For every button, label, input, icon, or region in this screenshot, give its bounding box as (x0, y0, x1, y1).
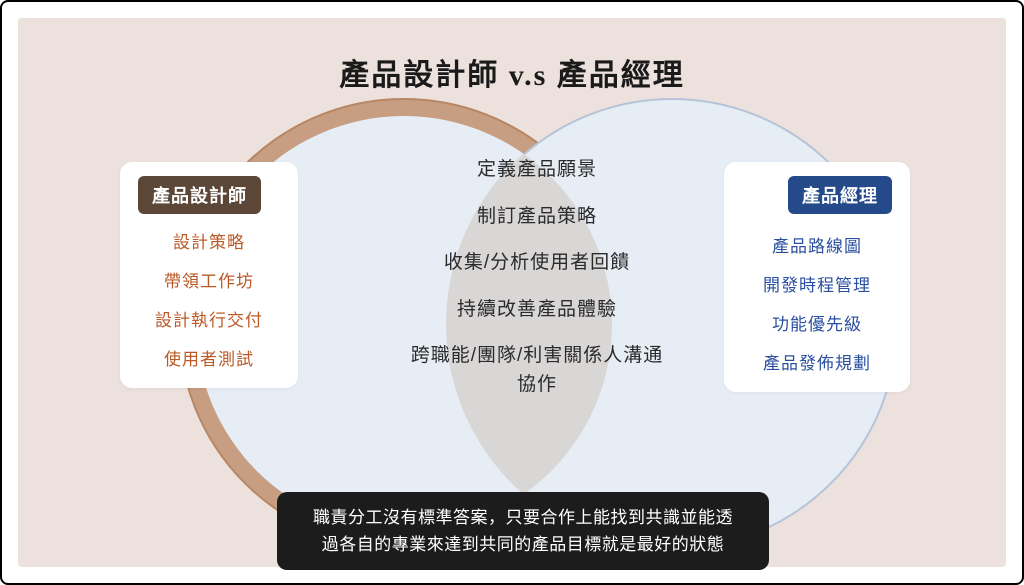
right-role-items: 產品路線圖開發時程管理功能優先級產品發佈規劃 (742, 228, 892, 374)
left-role-item: 使用者測試 (164, 345, 254, 370)
left-role-items: 設計策略帶領工作坊設計執行交付使用者測試 (138, 228, 280, 370)
shared-item: 收集/分析使用者回饋 (444, 249, 630, 278)
venn-shared-items: 定義產品願景制訂產品策略收集/分析使用者回饋持續改善產品體驗跨職能/團隊/利害關… (382, 156, 692, 399)
right-role-item: 功能優先級 (772, 310, 862, 335)
right-role-item: 產品路線圖 (772, 232, 862, 257)
left-role-badge: 產品設計師 (138, 176, 261, 214)
footer-banner: 職責分工沒有標準答案，只要合作上能找到共識並能透 過各自的專業來達到共同的產品目… (277, 492, 769, 570)
shared-item: 制訂產品策略 (477, 203, 597, 232)
footer-line-1: 職責分工沒有標準答案，只要合作上能找到共識並能透 (301, 504, 745, 531)
diagram-canvas: 產品設計師 v.s 產品經理 定義產品願景制訂產品策略收集/分析使用者回饋持續改… (0, 0, 1024, 585)
diagram-title: 產品設計師 v.s 產品經理 (339, 50, 685, 94)
shared-item: 定義產品願景 (477, 156, 597, 185)
left-role-card: 產品設計師 設計策略帶領工作坊設計執行交付使用者測試 (120, 162, 298, 388)
right-role-badge: 產品經理 (788, 176, 892, 214)
footer-line-2: 過各自的專業來達到共同的產品目標就是最好的狀態 (301, 531, 745, 558)
left-role-item: 設計策略 (173, 228, 245, 253)
right-role-item: 開發時程管理 (763, 271, 871, 296)
left-role-item: 帶領工作坊 (164, 267, 254, 292)
left-role-item: 設計執行交付 (155, 306, 263, 331)
shared-item: 跨職能/團隊/利害關係人溝通協作 (407, 342, 667, 399)
right-role-card: 產品經理 產品路線圖開發時程管理功能優先級產品發佈規劃 (724, 162, 910, 392)
shared-item: 持續改善產品體驗 (457, 296, 617, 325)
right-role-item: 產品發佈規劃 (763, 349, 871, 374)
